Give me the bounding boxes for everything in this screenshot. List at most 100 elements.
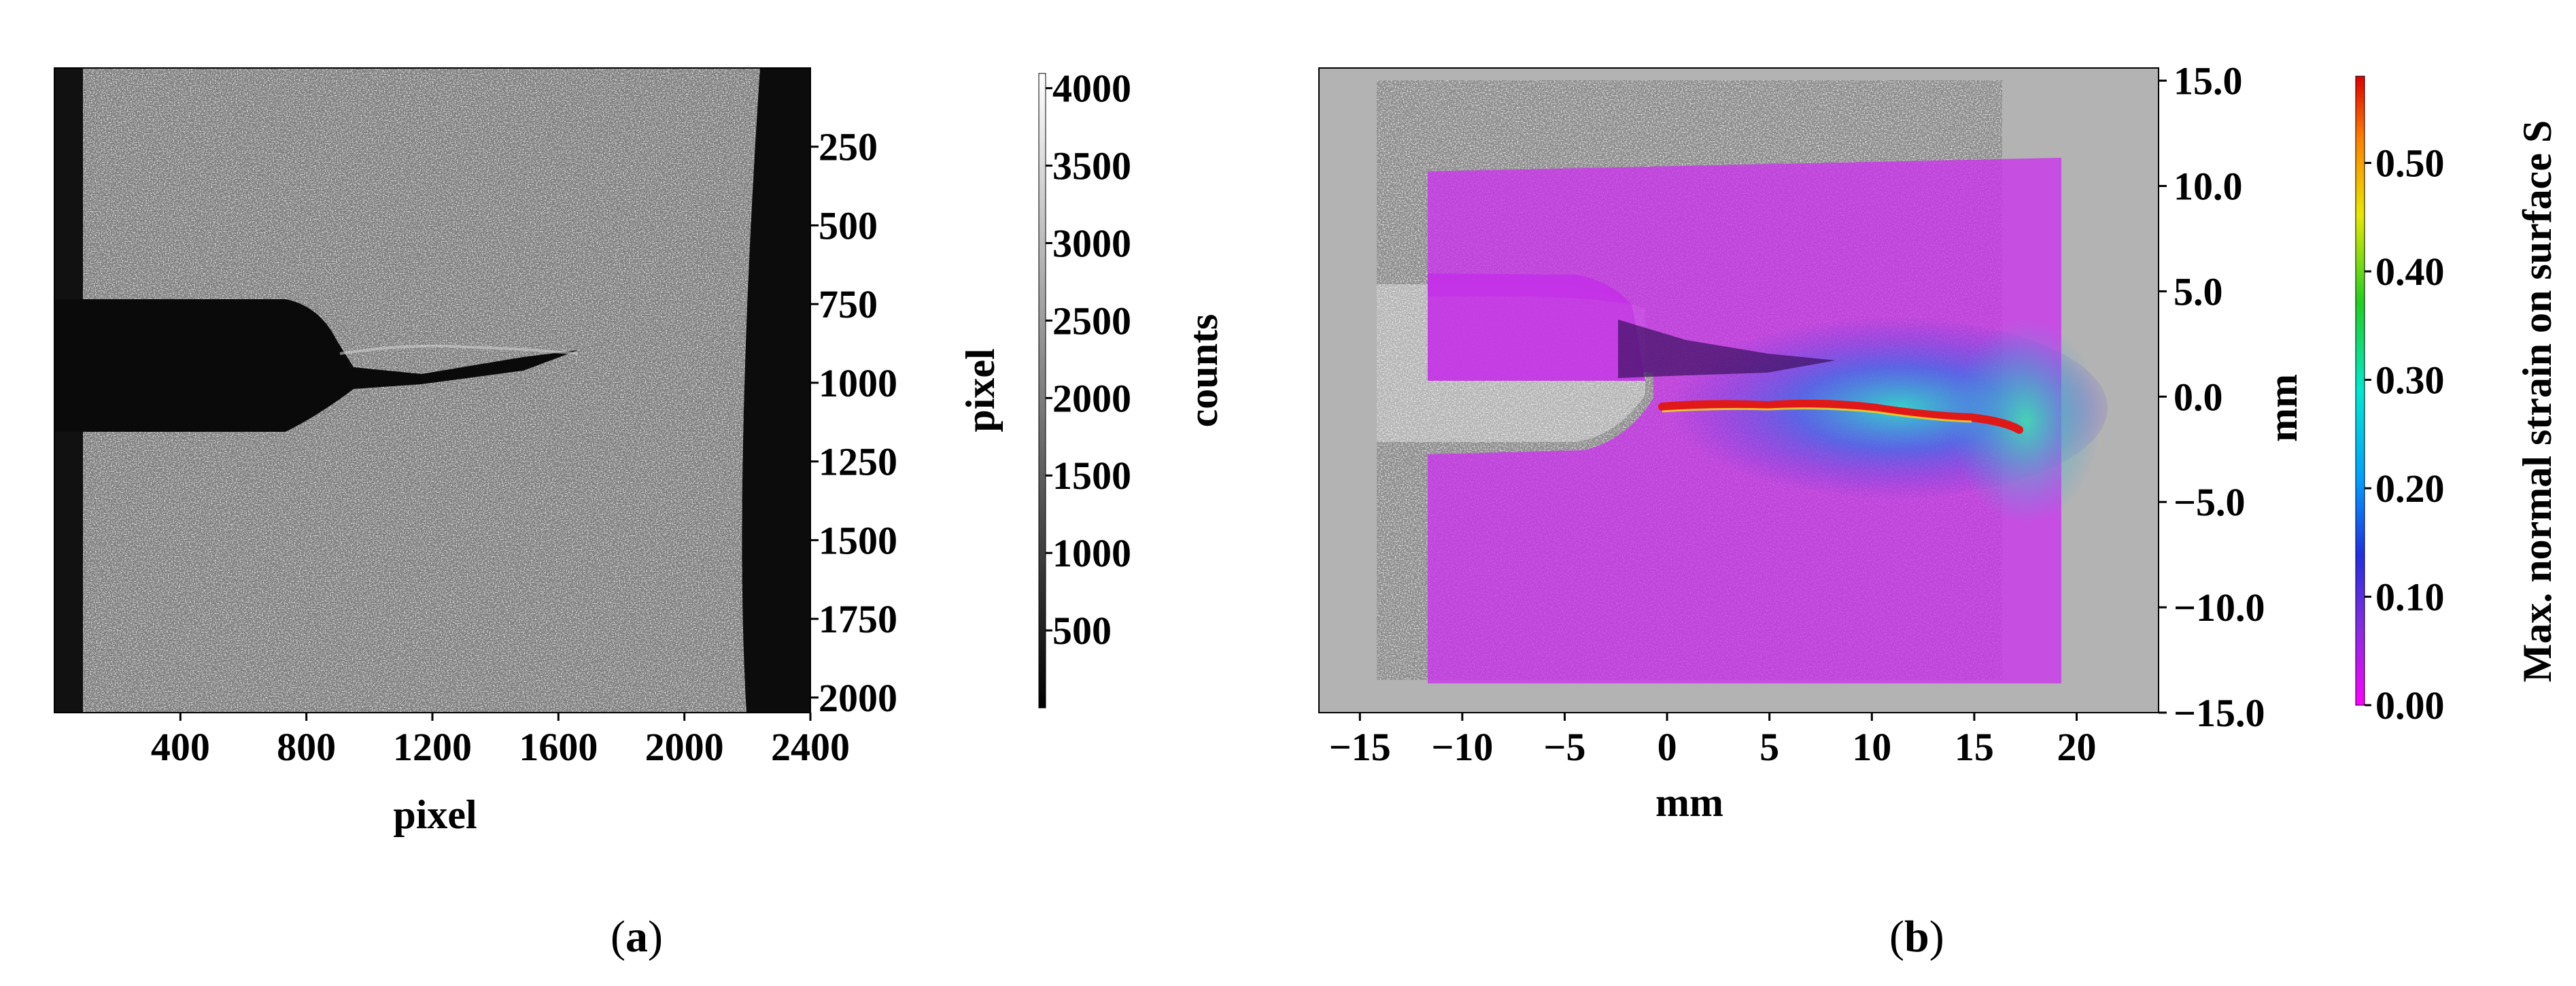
panel-b-y-ticks: 15.0 10.0 5.0 0.0 −5.0 −10.0 −15.0 bbox=[2159, 59, 2265, 735]
panel-a-y-tick-label: 250 bbox=[819, 125, 878, 169]
panel-b-x-tick-label: 10 bbox=[1852, 725, 1891, 769]
panel-b-y-tick-label: −10.0 bbox=[2174, 585, 2265, 630]
panel-b-x-tick-label: 15 bbox=[1955, 725, 1994, 769]
panel-b-y-tick-label: −5.0 bbox=[2174, 480, 2246, 524]
panel-b-colorbar-tick: 0.30 bbox=[2365, 358, 2445, 403]
panel-b-colorbar-tick-label: 0.30 bbox=[2375, 358, 2445, 403]
panel-b-x-tick: 15 bbox=[1955, 713, 1994, 769]
panel-b-frame bbox=[1318, 67, 2159, 713]
panel-b-colorbar-tick-label: 0.50 bbox=[2375, 141, 2445, 186]
panel-b-x-tick: −5 bbox=[1543, 713, 1585, 769]
panel-a-colorbar-ticks: 500 1000 1500 2000 2500 3000 3500 4000 bbox=[1046, 67, 1131, 653]
panel-a-y-tick: 2000 bbox=[810, 676, 897, 720]
panel-a-colorbar bbox=[1038, 73, 1046, 709]
panel-b-x-ticks: −15 −10 −5 0 5 10 15 20 bbox=[1329, 713, 2097, 769]
panel-b-x-tick: −15 bbox=[1329, 713, 1391, 769]
panel-a-y-tick-label: 1750 bbox=[819, 597, 897, 641]
panel-a-x-tick-label: 800 bbox=[277, 725, 336, 769]
caption-a: (a) bbox=[611, 912, 663, 962]
panel-a-x-tick: 400 bbox=[151, 713, 210, 769]
panel-a-x-tick: 1600 bbox=[519, 713, 598, 769]
panel-b-colorbar-tick: 0.00 bbox=[2365, 683, 2445, 728]
panel-a-colorbar-tick: 2500 bbox=[1046, 299, 1131, 343]
panel-b-x-tick-label: 5 bbox=[1759, 725, 1779, 769]
panel-b-x-tick: 20 bbox=[2057, 713, 2097, 769]
panel-a-y-tick: 750 bbox=[810, 282, 878, 326]
panel-a-x-tick: 800 bbox=[277, 713, 336, 769]
panel-a-colorbar-tick: 2000 bbox=[1046, 376, 1131, 420]
panel-b-x-tick: 5 bbox=[1759, 713, 1779, 769]
panel-a-y-tick: 250 bbox=[810, 125, 878, 169]
panel-b-colorbar-tick-label: 0.40 bbox=[2375, 250, 2445, 294]
panel-b-colorbar-tick: 0.50 bbox=[2365, 141, 2445, 186]
panel-a-colorbar-tick: 4000 bbox=[1046, 67, 1131, 111]
panel-a-x-tick: 2400 bbox=[771, 713, 850, 769]
panel-b-y-tick: −15.0 bbox=[2159, 691, 2265, 735]
panel-a-y-tick-label: 1500 bbox=[819, 518, 897, 562]
panel-a: 400 800 1200 1600 2000 2400 250 500 750 1000 1250… bbox=[54, 67, 1226, 837]
panel-b-colorbar-tick-label: 0.00 bbox=[2375, 683, 2445, 728]
panel-a-x-tick-label: 1600 bbox=[519, 725, 598, 769]
panel-a-colorbar-tick: 3500 bbox=[1046, 144, 1131, 188]
panel-a-y-tick: 1250 bbox=[810, 440, 897, 484]
panel-b-colorbar-tick-label: 0.10 bbox=[2375, 575, 2445, 619]
panel-a-colorbar-tick: 1500 bbox=[1046, 454, 1131, 498]
panel-b-colorbar-tick-label: 0.20 bbox=[2375, 466, 2445, 511]
panel-b-x-tick-label: 0 bbox=[1658, 725, 1677, 769]
panel-a-colorbar-tick-label: 2000 bbox=[1052, 376, 1131, 420]
panel-a-y-tick: 500 bbox=[810, 203, 878, 248]
panel-a-colorbar-tick-label: 3000 bbox=[1052, 221, 1131, 265]
panel-a-x-label: pixel bbox=[393, 792, 477, 837]
panel-a-y-tick: 1500 bbox=[810, 518, 897, 562]
panel-b-colorbar-tick: 0.40 bbox=[2365, 250, 2445, 294]
panel-a-x-ticks: 400 800 1200 1600 2000 2400 bbox=[151, 713, 850, 769]
panel-a-y-tick-label: 2000 bbox=[819, 676, 897, 720]
panel-b: −15 −10 −5 0 5 10 15 20 15.0 10.0 5.0 0.0 −5.0 −10.0… bbox=[1318, 59, 2560, 825]
panel-a-x-tick-label: 400 bbox=[151, 725, 210, 769]
panel-b-colorbar bbox=[2355, 75, 2365, 706]
panel-b-y-label: mm bbox=[2261, 374, 2305, 442]
panel-b-y-tick-label: −15.0 bbox=[2174, 691, 2265, 735]
panel-b-x-tick: 0 bbox=[1658, 713, 1677, 769]
panel-a-y-tick: 1750 bbox=[810, 597, 897, 641]
panel-b-y-tick: 0.0 bbox=[2159, 375, 2223, 419]
panel-a-x-tick: 1200 bbox=[393, 713, 472, 769]
panel-b-y-tick: 10.0 bbox=[2159, 164, 2243, 208]
panel-b-colorbar-ticks: 0.00 0.10 0.20 0.30 0.40 0.50 bbox=[2365, 141, 2445, 728]
panel-b-x-tick-label: 20 bbox=[2057, 725, 2097, 769]
panel-b-image bbox=[1319, 68, 2159, 713]
panel-b-x-tick-label: −5 bbox=[1543, 725, 1585, 769]
panel-a-y-label: pixel bbox=[958, 348, 1003, 432]
panel-a-y-tick-label: 750 bbox=[819, 282, 878, 326]
panel-a-colorbar-tick-label: 1500 bbox=[1052, 454, 1131, 498]
panel-b-y-tick: 15.0 bbox=[2159, 59, 2243, 103]
panel-b-x-label: mm bbox=[1655, 780, 1723, 825]
panel-b-y-tick-label: 10.0 bbox=[2174, 164, 2243, 208]
panel-a-y-ticks: 250 500 750 1000 1250 1500 1750 2000 bbox=[810, 125, 897, 720]
panel-b-y-tick: −5.0 bbox=[2159, 480, 2246, 524]
caption-b: (b) bbox=[1889, 912, 1944, 962]
panel-a-colorbar-label: counts bbox=[1181, 314, 1226, 428]
panel-a-y-tick-label: 500 bbox=[819, 203, 878, 248]
panel-a-image bbox=[54, 68, 810, 713]
panel-a-colorbar-tick: 3000 bbox=[1046, 221, 1131, 265]
panel-b-y-tick-label: 15.0 bbox=[2174, 59, 2243, 103]
panel-a-colorbar-tick-label: 500 bbox=[1052, 609, 1112, 653]
panel-a-x-tick: 2000 bbox=[645, 713, 724, 769]
panel-b-x-tick-label: −15 bbox=[1329, 725, 1391, 769]
panel-b-colorbar-tick: 0.10 bbox=[2365, 575, 2445, 619]
panel-a-colorbar-tick: 500 bbox=[1046, 609, 1112, 653]
panel-b-x-tick-label: −10 bbox=[1431, 725, 1493, 769]
panel-b-colorbar-label: Max. normal strain on surface S bbox=[2515, 120, 2560, 683]
panel-a-colorbar-tick: 1000 bbox=[1046, 531, 1131, 575]
panel-a-y-tick-label: 1250 bbox=[819, 440, 897, 484]
panel-b-y-tick: 5.0 bbox=[2159, 269, 2223, 313]
panel-a-y-tick-label: 1000 bbox=[819, 361, 897, 405]
panel-a-colorbar-tick-label: 4000 bbox=[1052, 67, 1131, 111]
panel-b-colorbar-tick: 0.20 bbox=[2365, 466, 2445, 511]
panel-a-x-tick-label: 2400 bbox=[771, 725, 850, 769]
panel-b-x-tick: 10 bbox=[1852, 713, 1891, 769]
panel-b-y-tick: −10.0 bbox=[2159, 585, 2265, 630]
panel-a-y-tick: 1000 bbox=[810, 361, 897, 405]
